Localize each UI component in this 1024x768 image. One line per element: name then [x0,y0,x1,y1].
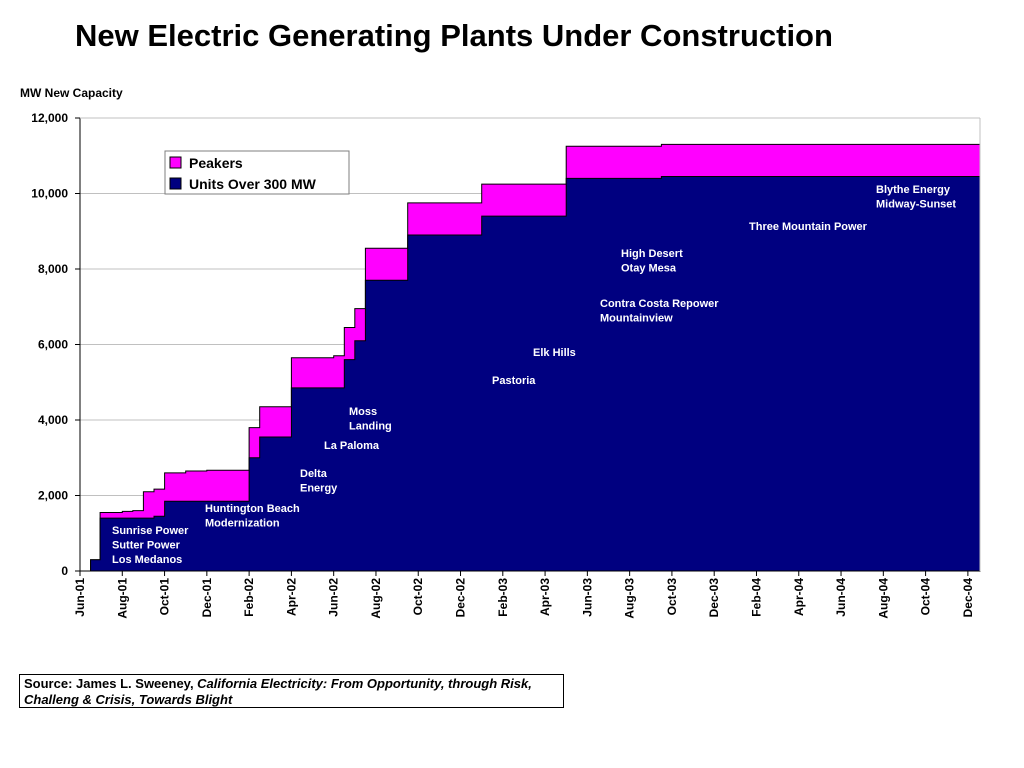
legend-entry: Units Over 300 MW [189,176,317,192]
chart-title: New Electric Generating Plants Under Con… [75,18,833,53]
x-tick-labels: Jun-01 Aug-01 Oct-01 Dec-01 Feb-02 Apr-02 Jun-… [73,578,975,619]
plant-label: Delta Energy [300,468,338,495]
plant-label-line: Midway-Sunset [876,199,956,211]
plant-label: Three Mountain Power [749,221,868,233]
plant-label-line: Energy [300,483,338,495]
x-tick-label: Dec-03 [707,578,721,618]
legend-box [164,150,350,195]
plant-label: Moss Landing [349,406,392,433]
plant-label: La Paloma [324,440,380,452]
legend-entry: Peakers [189,155,243,171]
y-tick-label: 6,000 [38,338,68,352]
y-tick-label: 8,000 [38,262,68,276]
plant-label-line: Delta [300,468,328,480]
x-tick-label: Aug-04 [876,578,890,619]
plant-label-line: Contra Costa Repower [600,298,719,310]
plant-label: Huntington Beach Modernization [205,503,300,530]
plant-label-line: High Desert [621,248,683,260]
x-tick-label: Apr-03 [538,578,552,616]
source-prefix: Source: James L. Sweeney, [24,676,198,691]
plant-label-line: Mountainview [600,313,673,325]
x-tick-label: Jun-02 [327,578,341,617]
plant-label-line: Modernization [205,518,280,530]
x-tick-label: Oct-01 [158,578,172,616]
x-tick-label: Dec-04 [961,578,975,618]
y-tick-label: 12,000 [31,111,68,125]
plant-label: Contra Costa Repower Mountainview [600,298,719,325]
x-tick-label: Jun-01 [73,578,87,617]
plant-label-line: Landing [349,421,392,433]
x-tick-label: Feb-04 [750,578,764,617]
x-tick-label: Feb-03 [496,578,510,617]
x-tick-label: Apr-04 [792,578,806,616]
legend-swatch [169,156,182,169]
y-tick-label: 10,000 [31,187,68,201]
plant-label: Blythe Energy Midway-Sunset [876,184,956,211]
plant-label: Pastoria [492,375,536,387]
x-tick-label: Dec-02 [454,578,468,618]
plant-label-line: Huntington Beach [205,503,300,515]
y-tick-labels: 0 2,000 4,000 6,000 8,000 10,000 12,000 [31,111,68,578]
plant-label-line: Moss [349,406,377,418]
x-tick-label: Feb-02 [242,578,256,617]
legend-swatch [169,177,182,190]
legend: Peakers Units Over 300 MW [164,150,350,195]
plant-label-line: Elk Hills [533,347,576,359]
x-tick-label: Aug-01 [115,578,129,619]
chart-areas [88,143,981,572]
capacity-chart: 0 2,000 4,000 6,000 8,000 10,000 12,000 Jun-01… [31,111,981,619]
source-citation: Source: James L. Sweeney, California Ele… [19,674,564,708]
plant-label-line: Sunrise Power [112,525,189,537]
x-tick-label: Aug-02 [369,578,383,619]
plant-label-line: Otay Mesa [621,263,677,275]
y-tick-label: 4,000 [38,413,68,427]
y-tick-label: 2,000 [38,489,68,503]
y-tick-label: 0 [61,564,68,578]
x-tick-label: Dec-01 [200,578,214,618]
plant-label-line: Sutter Power [112,540,181,552]
x-tick-label: Oct-04 [919,578,933,616]
plant-label: High Desert Otay Mesa [621,248,683,275]
x-tick-label: Jun-03 [580,578,594,617]
plant-label-line: La Paloma [324,440,380,452]
plant-label-line: Los Medanos [112,554,182,566]
x-tick-label: Oct-03 [665,578,679,616]
plant-label-line: Blythe Energy [876,184,951,196]
x-tick-label: Jun-04 [834,578,848,617]
plant-label: Elk Hills [533,347,576,359]
x-tick-label: Oct-02 [411,578,425,616]
plant-label-line: Pastoria [492,375,536,387]
plant-annotations: Sunrise Power Sutter Power Los Medanos Hunt… [112,184,956,566]
y-axis-label: MW New Capacity [20,86,123,100]
x-tick-label: Apr-02 [284,578,298,616]
plant-label: Sunrise Power Sutter Power Los Medanos [112,525,189,566]
x-tick-label: Aug-03 [623,578,637,619]
chart-axes [75,117,981,576]
units-over-300-area [88,176,981,572]
source-title: California Electricity: From Opportunity… [24,676,532,707]
plant-label-line: Three Mountain Power [749,221,868,233]
